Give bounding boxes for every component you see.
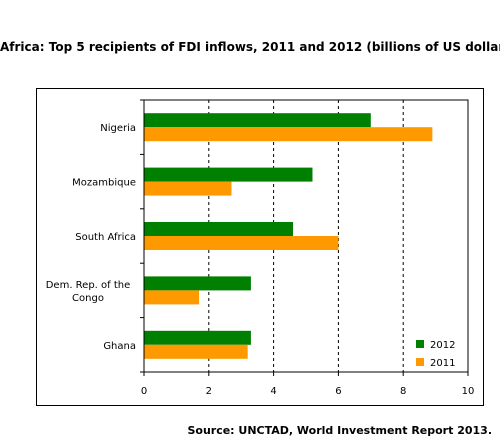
chart-title: Africa: Top 5 recipients of FDI inflows,… [0, 40, 500, 54]
bar-2011-4 [144, 344, 248, 359]
x-tick-label-2: 2 [206, 386, 212, 397]
legend: 2012 2011 [416, 340, 455, 369]
x-tick-label-10: 10 [462, 386, 475, 397]
bar-2012-2 [144, 222, 294, 236]
bar-2012-0 [144, 113, 371, 128]
tick-labels: 0 2 4 6 8 10 [141, 386, 475, 397]
bars [144, 113, 433, 359]
bar-2012-3 [144, 276, 251, 291]
bar-2011-0 [144, 127, 433, 142]
category-label-1: Mozambique [72, 178, 136, 189]
category-label-2: South Africa [75, 232, 136, 243]
legend-swatch-2012 [416, 340, 424, 348]
x-tick-label-8: 8 [400, 386, 406, 397]
bar-2012-4 [144, 330, 251, 345]
plot-area [143, 99, 469, 373]
bar-2011-1 [144, 181, 232, 196]
category-label-0: Nigeria [100, 123, 136, 134]
chart-frame [36, 88, 484, 406]
x-tick-label-0: 0 [141, 386, 147, 397]
bar-2012-1 [144, 167, 313, 182]
bar-2011-3 [144, 290, 200, 305]
x-tick-label-4: 4 [270, 386, 276, 397]
legend-label-2012: 2012 [430, 340, 455, 351]
category-label-4: Ghana [103, 341, 136, 352]
bar-chart: Nigeria Mozambique South Africa Dem. Rep. o… [46, 99, 475, 397]
axes [140, 99, 469, 376]
bar-2011-2 [144, 236, 339, 250]
legend-swatch-2011 [416, 358, 424, 366]
category-labels: Nigeria Mozambique South Africa Dem. Rep. o… [46, 123, 136, 352]
x-tick-label-6: 6 [335, 386, 341, 397]
legend-label-2011: 2011 [430, 358, 455, 369]
source-note: Source: UNCTAD, World Investment Report … [187, 424, 492, 437]
category-label-3: Dem. Rep. of the Congo [46, 280, 131, 304]
